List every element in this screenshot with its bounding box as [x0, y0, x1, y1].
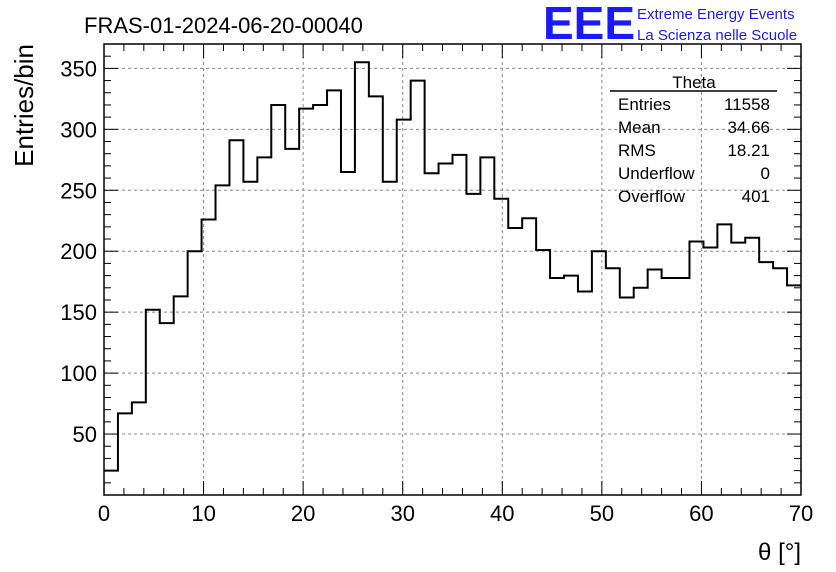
y-axis-label: Entries/bin: [9, 44, 39, 167]
stat-label: Mean: [618, 118, 661, 137]
y-tick-label: 250: [60, 178, 97, 203]
y-tick-label: 50: [73, 422, 97, 447]
histogram-line: [104, 61, 801, 472]
x-tick-label: 70: [789, 501, 813, 526]
x-axis-label: θ [°]: [758, 539, 801, 566]
y-tick-label: 300: [60, 117, 97, 142]
x-tick-label: 30: [390, 501, 414, 526]
eee-logo: EEE: [543, 0, 635, 49]
stat-label: Overflow: [618, 187, 686, 206]
x-tick-label: 40: [490, 501, 514, 526]
x-tick-label: 60: [689, 501, 713, 526]
y-tick-label: 150: [60, 300, 97, 325]
project-subtitle: La Scienza nelle Scuole: [637, 27, 797, 44]
y-tick-labels: 50 100 150 200 250 300 350: [60, 56, 97, 447]
x-tick-label: 0: [98, 501, 110, 526]
x-tick-labels: 0 10 20 30 40 50 60 70: [98, 501, 813, 526]
y-tick-label: 100: [60, 361, 97, 386]
axis-ticks: [103, 44, 802, 495]
stats-box: Theta Entries 11558 Mean 34.66 RMS 18.21 Under…: [610, 73, 777, 206]
grid-lines: [104, 44, 801, 495]
run-title: FRAS-01-2024-06-20-00040: [84, 13, 363, 38]
y-tick-label: 200: [60, 239, 97, 264]
x-tick-label: 50: [590, 501, 614, 526]
stat-value: 34.66: [727, 118, 770, 137]
stat-label: Entries: [618, 95, 671, 114]
x-tick-label: 10: [191, 501, 215, 526]
y-tick-label: 350: [60, 56, 97, 81]
stat-label: RMS: [618, 141, 656, 160]
plot-frame: [103, 43, 802, 496]
stat-label: Underflow: [618, 164, 695, 183]
stat-value: 11558: [724, 95, 770, 114]
x-tick-label: 20: [291, 501, 315, 526]
stats-title: Theta: [672, 73, 716, 92]
stat-value: 0: [761, 164, 770, 183]
stat-value: 18.21: [727, 141, 770, 160]
project-name: Extreme Energy Events: [637, 6, 795, 23]
stat-value: 401: [742, 187, 770, 206]
